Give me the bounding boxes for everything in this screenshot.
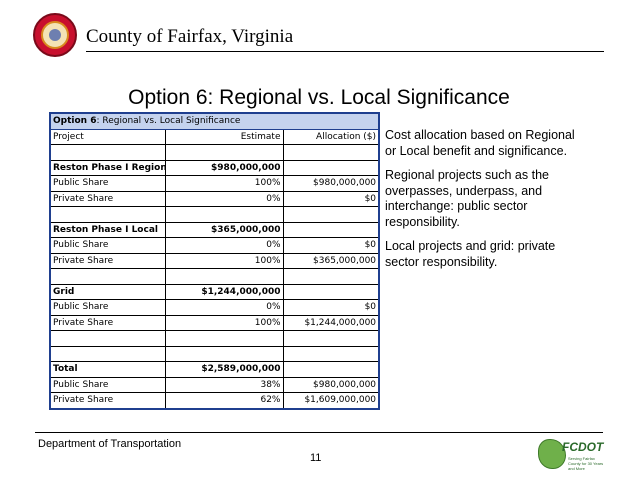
table-cell-project: Reston Phase I Regional [49, 159, 166, 176]
table-caption: Option 6: Regional vs. Local Significanc… [49, 112, 380, 130]
table-row: Grid $1,244,000,000 [49, 283, 380, 300]
column-header-estimate: Estimate [164, 128, 284, 145]
table-row [49, 144, 380, 161]
table-row [49, 330, 380, 347]
table-cell-project: Private Share [49, 190, 166, 207]
table-cell-allocation: $980,000,000 [282, 376, 380, 393]
table-row: Private Share 100% $365,000,000 [49, 252, 380, 269]
table-cell-allocation [282, 144, 380, 161]
fcdot-logo-tagline: Serving Fairfax County for 30 Years and … [568, 456, 604, 471]
table-cell-estimate: 0% [164, 190, 284, 207]
table-cell-allocation [282, 221, 380, 238]
table-cell-project: Total [49, 361, 166, 378]
footer-divider [35, 432, 603, 433]
table-caption-row: Option 6: Regional vs. Local Significanc… [49, 112, 380, 130]
table-cell-estimate: $365,000,000 [164, 221, 284, 238]
table-cell-project: Private Share [49, 392, 166, 409]
table-cell-estimate: 0% [164, 237, 284, 254]
table-cell-estimate [164, 268, 284, 285]
column-header-project: Project [49, 128, 166, 145]
table-row: Public Share 0% $0 [49, 299, 380, 316]
table-cell-estimate: 62% [164, 392, 284, 409]
table-cell-project: Private Share [49, 252, 166, 269]
table-cell-allocation: $365,000,000 [282, 252, 380, 269]
table-header-row: Project Estimate Allocation ($) [49, 128, 380, 145]
county-seal-core [49, 29, 61, 41]
table-cell-estimate: 100% [164, 175, 284, 192]
table-row [49, 206, 380, 223]
table-cell-allocation: $1,244,000,000 [282, 314, 380, 331]
fcdot-logo: FCDOT Serving Fairfax County for 30 Year… [538, 437, 608, 471]
header-divider [86, 51, 604, 52]
table-cell-allocation [282, 283, 380, 300]
table-cell-estimate: $1,244,000,000 [164, 283, 284, 300]
table-cell-project [49, 144, 166, 161]
table-cell-estimate: 100% [164, 252, 284, 269]
table-cell-allocation: $980,000,000 [282, 175, 380, 192]
table-cell-estimate: 100% [164, 314, 284, 331]
table-cell-allocation [282, 345, 380, 362]
table-cell-estimate [164, 144, 284, 161]
table-cell-allocation [282, 159, 380, 176]
table-row [49, 268, 380, 285]
table-cell-estimate: $2,589,000,000 [164, 361, 284, 378]
table-cell-project: Private Share [49, 314, 166, 331]
table-cell-estimate [164, 206, 284, 223]
table-cell-allocation [282, 206, 380, 223]
table-cell-allocation: $0 [282, 190, 380, 207]
table-row [49, 345, 380, 362]
table-cell-project [49, 345, 166, 362]
table-row: Private Share 0% $0 [49, 190, 380, 207]
cost-allocation-table: Option 6: Regional vs. Local Significanc… [49, 112, 381, 410]
table-cell-estimate: 0% [164, 299, 284, 316]
table-cell-estimate: 38% [164, 376, 284, 393]
table-cell-project: Reston Phase I Local [49, 221, 166, 238]
table-row: Reston Phase I Local $365,000,000 [49, 221, 380, 238]
table-cell-allocation: $1,609,000,000 [282, 392, 380, 409]
table-cell-project: Public Share [49, 299, 166, 316]
table-cell-project [49, 206, 166, 223]
table-cell-allocation [282, 330, 380, 347]
table-cell-project [49, 268, 166, 285]
department-name: Department of Transportation [38, 438, 182, 450]
table-row: Total $2,589,000,000 [49, 361, 380, 378]
table-body: Option 6: Regional vs. Local Significanc… [49, 112, 380, 409]
fcdot-logo-text: FCDOT [562, 440, 604, 454]
table-cell-estimate: $980,000,000 [164, 159, 284, 176]
county-name: County of Fairfax, Virginia [86, 26, 294, 47]
table-caption-rest: : Regional vs. Local Significance [96, 116, 241, 127]
table-row: Private Share 62% $1,609,000,000 [49, 392, 380, 409]
bullet-regional-projects: Regional projects such as the overpasses… [385, 168, 549, 229]
page-number: 11 [310, 452, 322, 464]
table-caption-bold: Option 6 [53, 116, 97, 127]
bullet-cost-allocation: Cost allocation based on Regional or Loc… [385, 128, 575, 158]
table-row: Public Share 38% $980,000,000 [49, 376, 380, 393]
bullet-local-projects: Local projects and grid: private sector … [385, 239, 556, 269]
table-row: Reston Phase I Regional $980,000,000 [49, 159, 380, 176]
column-header-allocation: Allocation ($) [282, 128, 380, 145]
table-cell-allocation: $0 [282, 299, 380, 316]
slide-title: Option 6: Regional vs. Local Significanc… [128, 86, 510, 109]
table-row: Private Share 100% $1,244,000,000 [49, 314, 380, 331]
county-seal-inner [41, 21, 69, 49]
table-cell-project: Public Share [49, 376, 166, 393]
table-row: Public Share 0% $0 [49, 237, 380, 254]
table-cell-allocation [282, 268, 380, 285]
table-cell-project: Grid [49, 283, 166, 300]
bullet-text-block: Cost allocation based on Regional or Loc… [385, 128, 585, 279]
table-cell-estimate [164, 345, 284, 362]
table-row: Public Share 100% $980,000,000 [49, 175, 380, 192]
table-cell-allocation [282, 361, 380, 378]
table-cell-project: Public Share [49, 175, 166, 192]
county-seal-logo [33, 13, 77, 57]
table-cell-allocation: $0 [282, 237, 380, 254]
table-cell-project [49, 330, 166, 347]
table-cell-project: Public Share [49, 237, 166, 254]
table-cell-estimate [164, 330, 284, 347]
fairfax-county-map-icon [538, 439, 566, 469]
